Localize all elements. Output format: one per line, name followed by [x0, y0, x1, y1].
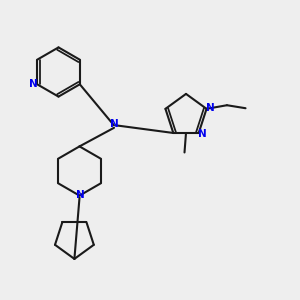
Text: N: N — [29, 79, 38, 89]
Text: N: N — [198, 129, 207, 139]
Text: N: N — [110, 119, 118, 129]
Text: N: N — [76, 190, 85, 200]
Text: N: N — [206, 103, 214, 113]
